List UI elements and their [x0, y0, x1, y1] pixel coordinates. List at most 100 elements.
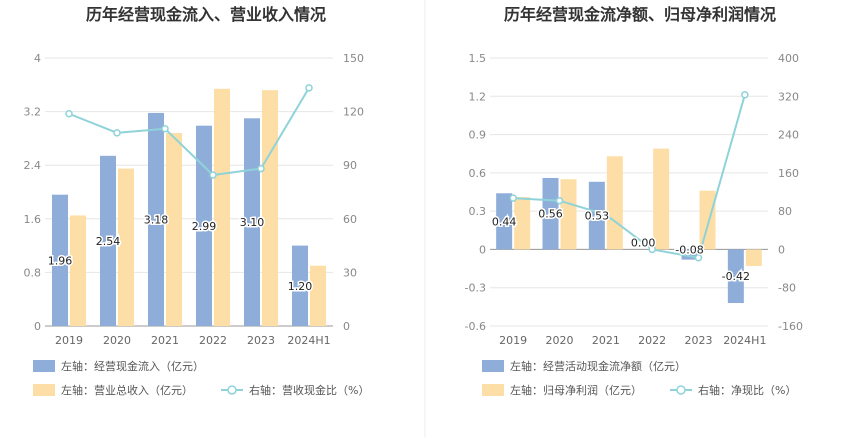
left-axis-tick: 3.2 — [24, 106, 42, 119]
line-point — [65, 109, 73, 118]
x-axis-tick: 2024H1 — [287, 334, 330, 347]
left-axis-tick: 0 — [34, 320, 41, 333]
left-axis-tick: 2.4 — [24, 159, 42, 172]
bar-data-label: 2.54 — [96, 235, 121, 248]
right-axis-tick: 0 — [343, 320, 350, 333]
bar-data-label: 2.99 — [192, 220, 217, 233]
left-axis-tick: 0.6 — [469, 167, 487, 180]
bar-right-series — [118, 168, 134, 326]
legend-label: 左轴：营业总收入（亿元） — [61, 383, 193, 397]
right-axis-tick: 80 — [778, 205, 792, 218]
x-axis-tick: 2023 — [685, 334, 713, 347]
legend-label: 左轴：经营活动现金流净额（亿元） — [510, 359, 686, 373]
bar-data-label: 0.56 — [538, 208, 563, 221]
x-axis-tick: 2020 — [546, 334, 574, 347]
chart-2: 历年经营现金流净额、归母净利润情况 -0.6 -0.3 0 0.3 0.6 0.9 1.2 1.… — [465, 5, 803, 397]
right-axis-tick: 160 — [778, 167, 799, 180]
line-point — [509, 194, 517, 202]
legend-swatch — [482, 360, 504, 372]
right-axis-tick: 0 — [778, 243, 785, 256]
left-axis-tick: 1.2 — [469, 90, 487, 103]
x-axis-tick: 2022 — [638, 334, 666, 347]
left-axis-tick: 1.5 — [469, 52, 487, 65]
bar-right-series — [699, 190, 716, 250]
x-axis-tick: 2019 — [499, 334, 527, 347]
chart-1: 历年经营现金流入、营业收入情况 0 0.8 1.6 2.4 3.2 4 0 30 60 90 120 1… — [24, 5, 370, 397]
legend-swatch — [482, 384, 504, 396]
right-axis-tick: 90 — [343, 159, 357, 172]
right-axis-tick: 30 — [343, 266, 357, 279]
x-axis-tick: 2023 — [247, 334, 275, 347]
bar-data-label: 1.20 — [288, 280, 313, 293]
bar-data-label: -0.42 — [722, 270, 750, 283]
bar-data-label: 3.10 — [240, 216, 265, 229]
right-axis-tick: 320 — [778, 90, 799, 103]
left-axis-tick: 0.8 — [24, 266, 42, 279]
legend-label: 右轴：营收现金比（%） — [249, 383, 369, 397]
right-axis-tick: 150 — [343, 52, 364, 65]
legend-label: 左轴：归母净利润（亿元） — [510, 383, 642, 397]
line-point — [161, 125, 169, 133]
bar-right-series — [310, 265, 326, 326]
x-axis-tick: 2021 — [151, 334, 179, 347]
chart-title: 历年经营现金流入、营业收入情况 — [86, 5, 326, 24]
bar-right-series — [653, 148, 670, 250]
chart-title: 历年经营现金流净额、归母净利润情况 — [504, 5, 776, 24]
x-axis-tick: 2019 — [55, 334, 83, 347]
bar-right-series — [606, 156, 623, 250]
bar-data-label: 3.18 — [144, 213, 169, 226]
left-axis-tick: 4 — [34, 52, 41, 65]
left-axis-tick: 0.9 — [469, 129, 487, 142]
line-point — [648, 245, 656, 254]
bar-left-series — [148, 112, 164, 326]
right-axis-tick: -80 — [778, 282, 796, 295]
x-axis-tick: 2021 — [592, 334, 620, 347]
legend-line-marker — [676, 385, 686, 395]
line-point — [694, 254, 703, 262]
line-series — [513, 94, 746, 259]
legend-line-marker — [227, 385, 237, 395]
bar-right-series — [745, 249, 762, 267]
bar-left-series — [727, 249, 744, 304]
legend-swatch — [33, 360, 55, 372]
bar-left-series — [100, 155, 116, 326]
right-axis-tick: 400 — [778, 52, 799, 65]
right-axis-tick: 240 — [778, 129, 799, 142]
line-point — [555, 196, 564, 205]
bar-data-label: -0.08 — [675, 243, 703, 256]
bar-left-series — [542, 177, 559, 250]
legend-swatch — [33, 384, 55, 396]
left-axis-tick: 0.3 — [469, 205, 487, 218]
left-axis-tick: -0.3 — [465, 282, 486, 295]
left-axis-tick: -0.6 — [465, 320, 486, 333]
line-point — [305, 84, 313, 92]
x-axis-tick: 2024H1 — [723, 334, 766, 347]
bar-left-series — [52, 194, 68, 326]
bar-right-series — [560, 179, 577, 250]
legend-label: 右轴：净现比（%） — [698, 383, 796, 397]
bar-left-series — [292, 245, 308, 326]
bar-left-series — [496, 193, 513, 250]
left-axis-tick: 1.6 — [24, 213, 42, 226]
line-point — [113, 129, 121, 137]
bar-data-label: 1.96 — [48, 254, 73, 267]
bar-data-label: 0.00 — [631, 236, 656, 249]
line-point — [602, 210, 610, 219]
right-axis-tick: -160 — [778, 320, 803, 333]
right-axis-tick: 120 — [343, 106, 364, 119]
bar-data-label: 0.44 — [492, 215, 517, 228]
x-axis-tick: 2022 — [199, 334, 227, 347]
bar-right-series — [262, 90, 278, 326]
line-point — [257, 164, 265, 173]
legend-label: 左轴：经营现金流入（亿元） — [61, 359, 204, 373]
bar-right-series — [166, 133, 182, 326]
bar-right-series — [70, 215, 86, 326]
x-axis-tick: 2020 — [103, 334, 131, 347]
bar-data-label: 0.53 — [585, 210, 610, 223]
left-axis-tick: 0 — [479, 243, 486, 256]
line-point — [209, 171, 217, 179]
bar-right-series — [514, 197, 531, 250]
bar-left-series — [588, 181, 605, 250]
